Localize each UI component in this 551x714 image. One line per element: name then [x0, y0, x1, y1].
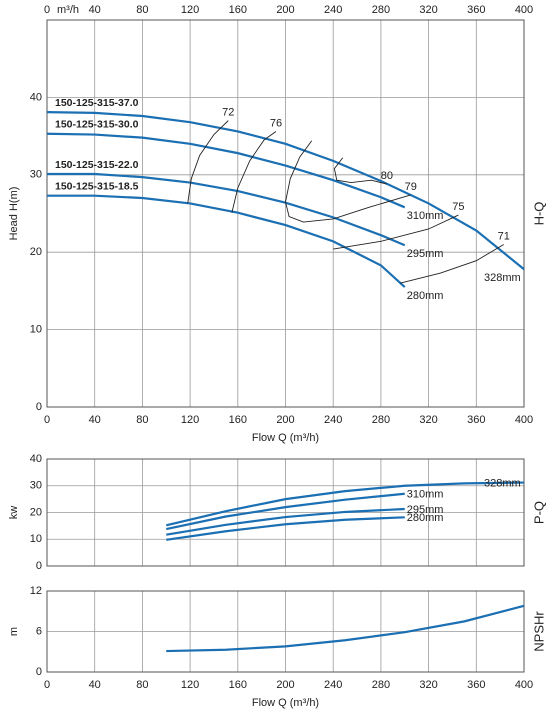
x-tick-label: 0	[44, 414, 50, 426]
series-label: 295mm	[407, 248, 444, 260]
efficiency-label: 71	[498, 230, 510, 242]
curve	[165, 481, 525, 527]
curve	[166, 507, 405, 536]
model-label: 150-125-315-30.0	[55, 119, 139, 131]
x-tick-label: 40	[89, 4, 101, 16]
x-tick-label: 120	[181, 4, 199, 16]
efficiency-line	[333, 214, 459, 250]
y-tick-label: 40	[30, 91, 42, 103]
y-tick-label: 30	[30, 480, 42, 492]
x-tick-label: 400	[515, 679, 533, 691]
y-tick-label: 40	[30, 453, 42, 465]
series-label: 310mm	[407, 210, 444, 222]
model-label: 150-125-315-18.5	[55, 180, 139, 192]
x-tick-label: 160	[229, 414, 247, 426]
x-tick-label: 120	[181, 414, 199, 426]
x-tick-label: 240	[324, 4, 342, 16]
y-axis-label: m	[8, 627, 20, 636]
efficiency-line	[285, 140, 411, 223]
x-tick-label: 200	[276, 414, 294, 426]
y-tick-label: 20	[30, 246, 42, 258]
curve	[166, 604, 525, 653]
curve	[47, 172, 406, 247]
x-tick-label: 400	[515, 414, 533, 426]
series-label: 280mm	[407, 512, 444, 524]
plot-frame	[46, 19, 525, 408]
x-tick-label: 320	[419, 4, 437, 16]
x-tick-label: 80	[136, 414, 148, 426]
side-label: NPSHr	[531, 611, 546, 652]
series-label: 310mm	[407, 489, 444, 501]
curve	[166, 516, 405, 541]
x-tick-label: 280	[372, 414, 390, 426]
x-tick-label: 80	[136, 4, 148, 16]
x-axis-label: Flow Q (m³/h)	[252, 432, 319, 444]
x-tick-label: 320	[419, 679, 437, 691]
efficiency-label: 80	[381, 170, 393, 182]
series-label: 328mm	[484, 477, 521, 489]
curve	[46, 111, 525, 271]
efficiency-label: 76	[270, 117, 282, 129]
y-tick-label: 30	[30, 169, 42, 181]
efficiency-line	[231, 131, 277, 213]
y-axis-label: Head H(m)	[8, 187, 20, 241]
x-tick-label: 0	[44, 679, 50, 691]
x-top-unit: m³/h	[57, 4, 79, 16]
efficiency-label: 79	[405, 181, 417, 193]
x-tick-label: 240	[324, 414, 342, 426]
series-label: 328mm	[484, 272, 521, 284]
y-tick-label: 0	[36, 666, 42, 678]
y-tick-label: 10	[30, 324, 42, 336]
model-label: 150-125-315-37.0	[55, 97, 139, 109]
x-tick-label: 40	[89, 414, 101, 426]
curve	[46, 132, 406, 209]
x-tick-label: 280	[372, 4, 390, 16]
series-label: 280mm	[407, 290, 444, 302]
x-tick-label: 360	[467, 679, 485, 691]
x-tick-label: 160	[229, 4, 247, 16]
side-label: H-Q	[531, 202, 546, 226]
x-tick-label: 0	[44, 4, 50, 16]
y-tick-label: 12	[30, 585, 42, 597]
y-tick-label: 20	[30, 506, 42, 518]
efficiency-label: 75	[452, 201, 464, 213]
y-axis-label: kw	[8, 506, 20, 520]
side-label: P-Q	[531, 501, 546, 524]
y-tick-label: 6	[36, 625, 42, 637]
efficiency-line	[399, 244, 504, 284]
curve	[166, 492, 405, 531]
plot-frame	[46, 590, 525, 673]
plot-frame	[46, 458, 525, 567]
x-tick-label: 80	[136, 679, 148, 691]
y-tick-label: 0	[36, 560, 42, 572]
series-label: 295mm	[407, 504, 444, 516]
x-tick-label: 360	[467, 4, 485, 16]
efficiency-line	[333, 157, 387, 185]
x-tick-label: 360	[467, 414, 485, 426]
x-tick-label: 200	[276, 4, 294, 16]
x-axis-label: Flow Q (m³/h)	[252, 697, 319, 709]
y-tick-label: 10	[30, 533, 42, 545]
y-tick-label: 0	[36, 401, 42, 413]
x-tick-label: 320	[419, 414, 437, 426]
efficiency-line	[187, 120, 229, 204]
x-tick-label: 40	[89, 679, 101, 691]
x-tick-label: 120	[181, 679, 199, 691]
x-tick-label: 240	[324, 679, 342, 691]
x-tick-label: 160	[229, 679, 247, 691]
x-tick-label: 200	[276, 679, 294, 691]
efficiency-label: 72	[222, 107, 234, 119]
curve	[47, 194, 406, 288]
model-label: 150-125-315-22.0	[55, 159, 139, 171]
x-tick-label: 280	[372, 679, 390, 691]
x-tick-label: 400	[515, 4, 533, 16]
